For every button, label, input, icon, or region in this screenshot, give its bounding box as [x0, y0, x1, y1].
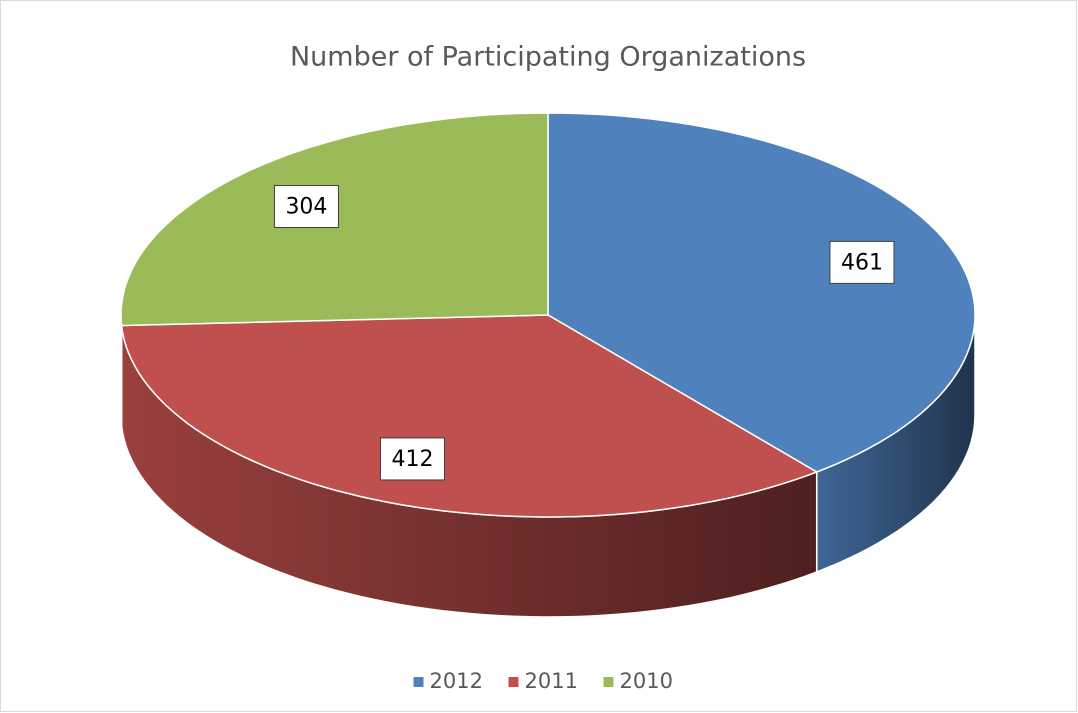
chart-title: Number of Participating Organizations — [290, 42, 806, 73]
data-label-box — [829, 240, 895, 284]
slice — [547, 112, 976, 473]
data-label-box — [379, 437, 445, 481]
slice-side — [120, 315, 123, 426]
legend-swatch — [603, 677, 614, 687]
legend-label: 2011 — [525, 669, 578, 693]
slice — [120, 314, 819, 518]
data-label: 304 — [285, 195, 327, 220]
data-label-box — [273, 185, 339, 229]
legend-label: 2010 — [620, 669, 673, 693]
legend-swatch — [508, 677, 519, 687]
data-label: 461 — [841, 250, 883, 275]
data-label: 412 — [391, 447, 433, 472]
legend-swatch — [413, 677, 424, 687]
legend-label: 2012 — [430, 669, 483, 693]
